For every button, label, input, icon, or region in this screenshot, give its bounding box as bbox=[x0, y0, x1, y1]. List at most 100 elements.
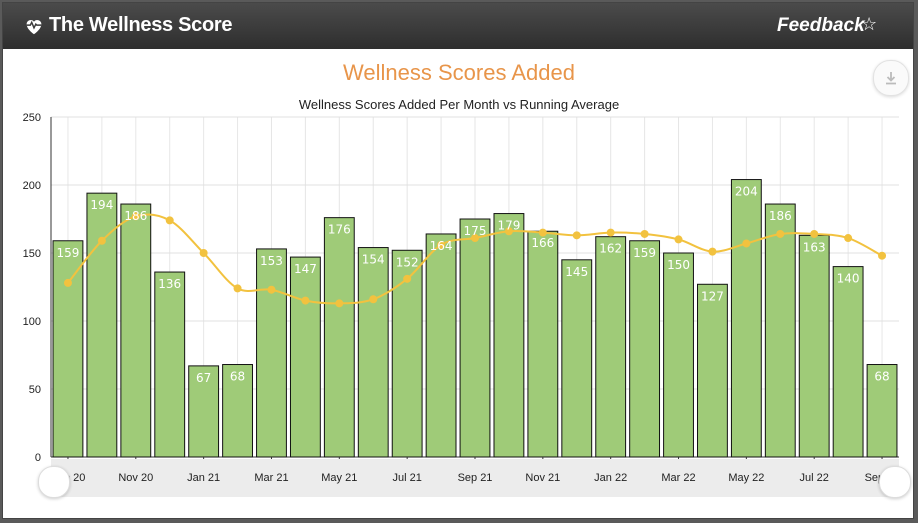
bar bbox=[52, 240, 84, 458]
bar bbox=[764, 203, 796, 458]
line-point bbox=[267, 285, 276, 294]
bar bbox=[832, 266, 864, 458]
bar-data-label: 154 bbox=[362, 253, 385, 267]
bar bbox=[697, 283, 728, 458]
bar bbox=[866, 364, 898, 458]
bar bbox=[289, 256, 321, 458]
bar bbox=[391, 249, 423, 458]
line-point bbox=[844, 234, 853, 243]
bar-data-label: 186 bbox=[124, 209, 147, 223]
bar bbox=[120, 203, 152, 458]
bar-data-label: 166 bbox=[531, 236, 554, 250]
line-point bbox=[97, 236, 106, 245]
bar bbox=[527, 230, 559, 458]
bar bbox=[154, 271, 186, 458]
app-header: The Wellness Score Feedback ☆ bbox=[3, 3, 913, 49]
line-point bbox=[776, 229, 785, 238]
bar-data-label: 164 bbox=[430, 239, 453, 253]
line-point bbox=[471, 234, 479, 243]
bar-data-label: 140 bbox=[837, 272, 860, 286]
bar-data-label: 179 bbox=[497, 219, 520, 233]
app-title: The Wellness Score bbox=[49, 14, 233, 36]
bar-data-label: 68 bbox=[874, 370, 889, 384]
bar-data-label: 159 bbox=[633, 246, 656, 260]
bar-data-label: 162 bbox=[599, 242, 622, 256]
bar-data-label: 163 bbox=[803, 240, 826, 254]
x-tick-label: Nov 21 bbox=[525, 472, 560, 484]
download-icon bbox=[886, 72, 896, 85]
bar bbox=[86, 192, 118, 458]
line-point bbox=[538, 228, 547, 237]
bar-data-label: 176 bbox=[328, 223, 351, 237]
bar-data-label: 175 bbox=[464, 224, 487, 238]
y-tick-label: 0 bbox=[35, 452, 41, 464]
line-point bbox=[199, 249, 208, 257]
bar bbox=[459, 218, 491, 458]
chart-scroll-right-button[interactable] bbox=[879, 466, 911, 498]
bar-data-label: 152 bbox=[396, 255, 419, 269]
bar-data-label: 67 bbox=[196, 371, 211, 385]
bar-line-chart: 0 50 100 150 200 250 159 194 186 136 67 68 153 147 176… bbox=[23, 112, 899, 497]
bar-data-label: 147 bbox=[294, 262, 317, 276]
y-tick-label: 200 bbox=[23, 180, 41, 192]
line-point bbox=[63, 278, 72, 287]
line-point bbox=[403, 274, 412, 283]
x-tick-label: May 21 bbox=[321, 472, 357, 484]
line-point bbox=[708, 247, 717, 256]
x-tick-label: Jul 22 bbox=[800, 472, 829, 484]
line-point bbox=[878, 251, 887, 260]
bar-data-label: 153 bbox=[260, 254, 283, 268]
line-point bbox=[437, 240, 446, 249]
y-tick-label: 50 bbox=[29, 384, 41, 396]
line-point bbox=[165, 216, 174, 225]
x-tick-label: Jul 21 bbox=[392, 472, 421, 484]
bar bbox=[595, 236, 627, 458]
x-tick-label: Sep 21 bbox=[458, 472, 493, 484]
bar-data-label: 186 bbox=[769, 209, 792, 223]
bar bbox=[663, 252, 694, 458]
feedback-link[interactable]: Feedback bbox=[777, 15, 865, 36]
bar bbox=[561, 259, 593, 458]
y-tick-label: 100 bbox=[23, 316, 41, 328]
line-point bbox=[572, 231, 581, 240]
x-tick-label: Nov 20 bbox=[118, 472, 153, 484]
line-point bbox=[674, 235, 683, 244]
chart-subtitle: Wellness Scores Added Per Month vs Runni… bbox=[298, 97, 620, 112]
heart-pulse-icon bbox=[26, 20, 42, 35]
bar bbox=[493, 213, 525, 458]
bar bbox=[798, 234, 830, 458]
line-point bbox=[131, 212, 140, 221]
line-point bbox=[742, 239, 751, 248]
download-button[interactable] bbox=[873, 60, 909, 96]
x-tick-label: Mar 22 bbox=[661, 472, 695, 484]
bar bbox=[188, 365, 220, 458]
x-tick-label: Jan 21 bbox=[187, 472, 220, 484]
line-point bbox=[810, 229, 819, 238]
y-tick-label: 250 bbox=[23, 112, 41, 124]
line-point bbox=[301, 296, 310, 305]
bar bbox=[357, 247, 389, 458]
bar-data-label: 150 bbox=[667, 258, 690, 272]
bar-data-label: 127 bbox=[701, 289, 724, 303]
star-outline-icon[interactable]: ☆ bbox=[861, 14, 878, 35]
line-point bbox=[369, 295, 378, 304]
chart-title: Wellness Scores Added bbox=[343, 60, 575, 85]
x-tick-label: May 22 bbox=[728, 472, 764, 484]
bar-data-label: 145 bbox=[565, 265, 588, 279]
y-tick-label: 150 bbox=[23, 248, 41, 260]
bar bbox=[323, 217, 355, 458]
bar-data-label: 68 bbox=[230, 370, 245, 384]
bar bbox=[256, 248, 287, 458]
bar-data-label: 159 bbox=[57, 246, 80, 260]
line-point bbox=[640, 229, 649, 238]
bar-data-label: 194 bbox=[90, 198, 113, 212]
bar bbox=[730, 179, 762, 458]
chart-scroll-left-button[interactable] bbox=[38, 466, 70, 498]
x-tick-label: Mar 21 bbox=[254, 472, 288, 484]
line-point bbox=[233, 284, 242, 293]
line-point bbox=[606, 228, 615, 237]
bar bbox=[425, 233, 457, 458]
bar bbox=[222, 364, 253, 458]
x-axis-scroll-track bbox=[51, 459, 899, 497]
